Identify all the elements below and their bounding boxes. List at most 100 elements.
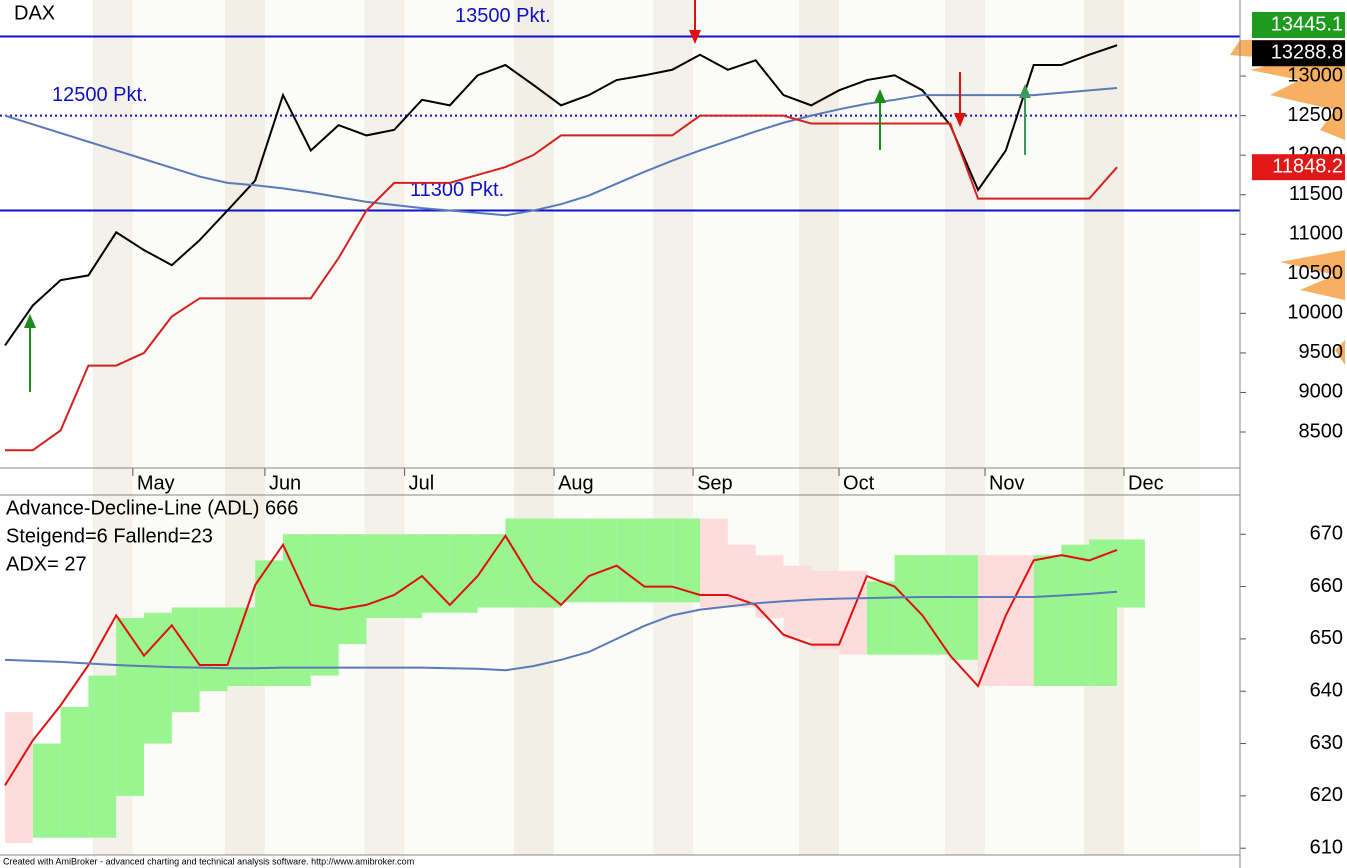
series-line (4, 533, 1118, 786)
cloud-band (338, 534, 367, 645)
y-tick-label: 660 (1310, 575, 1343, 597)
y-tick-label: 8500 (1299, 420, 1344, 442)
month-band (839, 0, 945, 855)
cloud-band (1089, 539, 1118, 686)
y-tick-label: 11500 (1289, 183, 1343, 205)
y-tick-label: 650 (1310, 627, 1343, 649)
cloud-band (978, 555, 1006, 686)
cloud-band (366, 534, 395, 618)
month-band (404, 0, 515, 855)
month-stripe (1084, 0, 1124, 855)
level-label: 13500 Pkt. (455, 5, 551, 27)
cloud-band (1061, 544, 1090, 686)
price-label: 13288.8 (1271, 42, 1343, 64)
y-tick-label: 630 (1310, 732, 1343, 754)
month-band (264, 0, 365, 855)
cloud-band (88, 675, 117, 838)
cloud-band (950, 555, 979, 660)
chart-title: DAX (14, 2, 55, 24)
cloud-band (60, 706, 89, 838)
cloud-band (394, 534, 423, 618)
cloud-band (505, 518, 534, 608)
cloud-band (672, 518, 701, 603)
cloud-band (1033, 555, 1062, 686)
price-badge (1252, 12, 1345, 38)
month-stripe (224, 0, 265, 855)
sell-arrow-head (689, 30, 701, 44)
cloud-band (811, 570, 840, 650)
y-tick-label: 12500 (1287, 104, 1343, 126)
price-badge (1252, 154, 1345, 181)
annotation: ADX= 27 (6, 553, 87, 575)
cloud-band (1005, 555, 1034, 686)
month-stripes (92, 0, 1200, 855)
month-stripe (944, 0, 985, 855)
cloud-band (1117, 539, 1145, 608)
y-tick-label: 10000 (1287, 302, 1343, 324)
cloud-band (894, 555, 923, 655)
x-tick-label: Jun (269, 472, 301, 494)
cloud-band (561, 518, 589, 603)
cloud-band (755, 555, 784, 618)
y-tick-label: 11000 (1289, 223, 1343, 245)
x-tick-label: Nov (989, 472, 1025, 494)
volume-profile (1230, 40, 1345, 365)
month-stripe (364, 0, 405, 855)
cloud-band (616, 518, 645, 603)
month-stripe (514, 0, 555, 855)
price-badge (1252, 40, 1345, 67)
month-stripe (799, 0, 840, 855)
cloud-band (727, 544, 756, 608)
annotation: Steigend=6 Fallend=23 (6, 525, 213, 547)
x-tick-label: Aug (558, 472, 594, 494)
y-tick-label: 620 (1310, 784, 1343, 806)
cloud-band (922, 555, 951, 655)
series-line (4, 86, 1118, 217)
cloud-band (255, 560, 284, 686)
month-band (984, 0, 1084, 855)
month-band (693, 0, 800, 855)
x-tick-label: Sep (697, 472, 733, 494)
y-tick-label: 9500 (1299, 341, 1344, 363)
series-line (4, 590, 1118, 672)
series-line (5, 114, 1118, 452)
cloud-band (644, 518, 673, 603)
adl-panel: 610 620 630 640 650 660 670 Advance-Decline-Lin… (4, 497, 1343, 858)
cloud-band (32, 743, 61, 838)
buy-arrow-head (874, 89, 886, 103)
x-tick-label: Oct (843, 472, 875, 494)
y-tick-label: 610 (1310, 836, 1343, 858)
price-panel: May Jun Jul Aug Sep Oct Nov Dec 8500 9000 9500 1000… (0, 2, 1345, 494)
x-tick-label: Dec (1128, 472, 1164, 494)
cloud-band (588, 518, 617, 603)
chart-title: Advance-Decline-Line (ADL) 666 (6, 497, 298, 519)
x-tick-label: May (137, 472, 175, 494)
signal-arrows (24, 0, 1031, 392)
y-tick-label: 640 (1310, 680, 1343, 702)
level-label: 11300 Pkt. (410, 179, 504, 201)
cloud-band (866, 581, 895, 655)
cloud-band (700, 518, 728, 608)
cloud-band (783, 565, 812, 639)
month-band (1124, 0, 1200, 855)
month-band (554, 0, 654, 855)
level-label: 12500 Pkt. (52, 84, 148, 106)
price-label: 11848.2 (1272, 155, 1343, 177)
footer: Created with AmiBroker - advanced charti… (3, 856, 414, 866)
x-tick-label: Jul (409, 472, 435, 494)
y-tick-label: 13000 (1287, 64, 1343, 86)
cloud-band (144, 612, 172, 744)
y-tick-label: 10500 (1287, 262, 1343, 284)
cloud-band (116, 617, 145, 796)
cloud-band (199, 607, 228, 692)
y-tick-label: 9000 (1299, 381, 1344, 403)
cloud-band (283, 534, 311, 686)
month-stripe (653, 0, 694, 855)
buy-arrow-head (1019, 84, 1031, 98)
price-label: 13445.1 (1271, 13, 1343, 35)
series-line (4, 44, 1118, 346)
cloud-band (227, 607, 256, 686)
buy-arrow-head (24, 314, 36, 328)
sell-arrow-head (954, 113, 966, 127)
